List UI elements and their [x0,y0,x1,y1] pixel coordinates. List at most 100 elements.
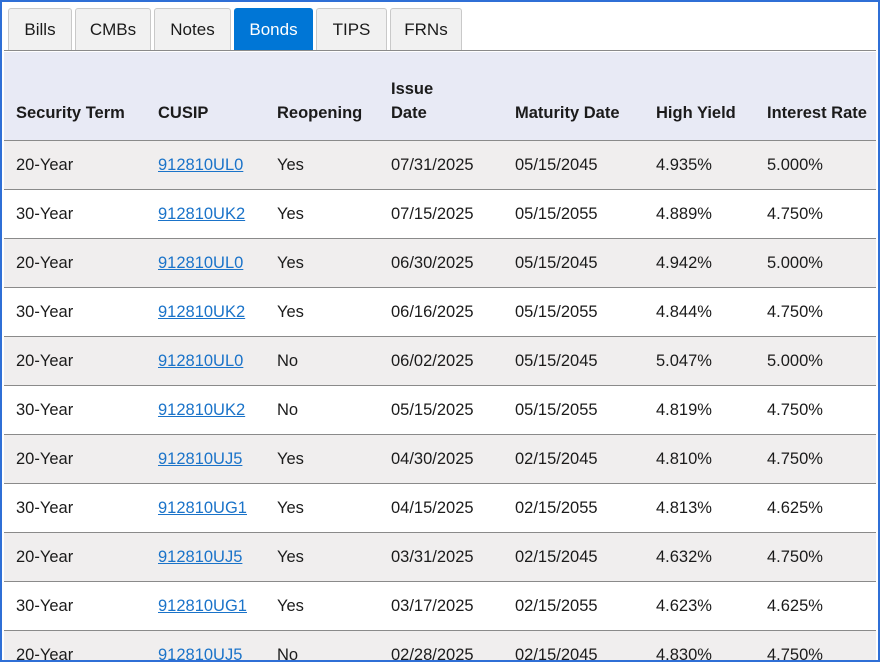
security-type-tabs: Bills CMBs Notes Bonds TIPS FRNs [8,8,462,51]
cell-interest-rate: 4.750% [755,630,876,660]
cell-interest-rate: 4.750% [755,385,876,435]
cell-interest-rate: 4.750% [755,434,876,484]
cell-maturity-date: 05/15/2055 [503,385,644,435]
cell-maturity-date: 02/15/2055 [503,581,644,631]
cell-cusip: 912810UJ5 [146,630,265,662]
header-security-term[interactable]: Security Term [4,52,146,141]
cusip-link[interactable]: 912810UL0 [158,155,244,174]
cell-high-yield: 4.889% [644,189,755,239]
tab-tips[interactable]: TIPS [316,8,387,51]
header-issue-date[interactable]: Issue Date [379,52,503,141]
cell-maturity-date: 05/15/2055 [503,287,644,337]
cusip-link[interactable]: 912810UJ5 [158,449,243,468]
header-cusip[interactable]: CUSIP [146,52,265,141]
cell-issue-date: 03/17/2025 [379,581,503,631]
cell-high-yield: 4.819% [644,385,755,435]
table-header-row: Security Term CUSIP Reopening Issue Date… [4,52,876,141]
cell-maturity-date: 02/15/2055 [503,483,644,533]
cell-reopening: Yes [265,483,379,533]
cell-interest-rate: 4.750% [755,287,876,337]
cell-issue-date: 06/30/2025 [379,238,503,288]
tab-frns[interactable]: FRNs [390,8,462,51]
cell-term: 20-Year [4,336,146,386]
tab-bills[interactable]: Bills [8,8,72,51]
cell-reopening: No [265,336,379,386]
table-row: 20-Year 912810UJ5 No 02/28/2025 02/15/20… [4,630,876,662]
table-row: 30-Year 912810UG1 Yes 03/17/2025 02/15/2… [4,581,876,631]
cell-interest-rate: 4.625% [755,581,876,631]
cell-maturity-date: 05/15/2045 [503,140,644,190]
tab-cmbs[interactable]: CMBs [75,8,151,51]
cell-interest-rate: 5.000% [755,336,876,386]
cell-issue-date: 04/30/2025 [379,434,503,484]
tab-bonds[interactable]: Bonds [234,8,313,51]
table-row: 20-Year 912810UL0 No 06/02/2025 05/15/20… [4,336,876,386]
cell-term: 20-Year [4,532,146,582]
cusip-link[interactable]: 912810UL0 [158,253,244,272]
cell-interest-rate: 4.750% [755,532,876,582]
cell-term: 20-Year [4,238,146,288]
cell-high-yield: 4.623% [644,581,755,631]
cell-interest-rate: 4.750% [755,189,876,239]
cusip-link[interactable]: 912810UG1 [158,498,247,517]
cell-term: 30-Year [4,581,146,631]
cell-reopening: Yes [265,434,379,484]
tab-notes[interactable]: Notes [154,8,231,51]
cusip-link[interactable]: 912810UK2 [158,204,246,223]
header-interest-rate[interactable]: Interest Rate [755,52,876,141]
cell-cusip: 912810UG1 [146,581,265,631]
table-row: 30-Year 912810UG1 Yes 04/15/2025 02/15/2… [4,483,876,533]
cell-interest-rate: 5.000% [755,140,876,190]
cell-reopening: Yes [265,581,379,631]
cell-issue-date: 05/15/2025 [379,385,503,435]
table-row: 20-Year 912810UJ5 Yes 04/30/2025 02/15/2… [4,434,876,484]
cell-issue-date: 06/02/2025 [379,336,503,386]
cell-maturity-date: 05/15/2045 [503,336,644,386]
header-maturity-date[interactable]: Maturity Date [503,52,644,141]
cell-cusip: 912810UK2 [146,189,265,239]
table-row: 20-Year 912810UL0 Yes 06/30/2025 05/15/2… [4,238,876,288]
cell-cusip: 912810UJ5 [146,532,265,582]
cell-reopening: No [265,630,379,660]
cell-cusip: 912810UJ5 [146,434,265,484]
table-row: 30-Year 912810UK2 No 05/15/2025 05/15/20… [4,385,876,435]
cell-cusip: 912810UL0 [146,238,265,288]
cell-high-yield: 4.810% [644,434,755,484]
table-row: 30-Year 912810UK2 Yes 06/16/2025 05/15/2… [4,287,876,337]
header-reopening[interactable]: Reopening [265,52,379,141]
cell-maturity-date: 05/15/2055 [503,189,644,239]
cell-high-yield: 4.935% [644,140,755,190]
cell-high-yield: 4.844% [644,287,755,337]
cusip-link[interactable]: 912810UL0 [158,351,244,370]
cusip-link[interactable]: 912810UK2 [158,400,246,419]
cell-term: 20-Year [4,434,146,484]
header-high-yield[interactable]: High Yield [644,52,755,141]
cell-interest-rate: 4.625% [755,483,876,533]
cell-issue-date: 04/15/2025 [379,483,503,533]
cell-high-yield: 5.047% [644,336,755,386]
cell-maturity-date: 02/15/2045 [503,532,644,582]
cell-interest-rate: 5.000% [755,238,876,288]
cell-term: 20-Year [4,140,146,190]
cell-reopening: Yes [265,140,379,190]
cell-issue-date: 07/15/2025 [379,189,503,239]
cell-issue-date: 02/28/2025 [379,630,503,660]
cusip-link[interactable]: 912810UJ5 [158,645,243,662]
cell-term: 30-Year [4,385,146,435]
cusip-link[interactable]: 912810UG1 [158,596,247,615]
cell-term: 30-Year [4,287,146,337]
cell-maturity-date: 05/15/2045 [503,238,644,288]
cusip-link[interactable]: 912810UK2 [158,302,246,321]
cell-issue-date: 06/16/2025 [379,287,503,337]
bonds-auction-table: Security Term CUSIP Reopening Issue Date… [4,52,876,662]
cell-term: 20-Year [4,630,146,660]
cell-cusip: 912810UK2 [146,287,265,337]
cell-reopening: Yes [265,287,379,337]
table-row: 20-Year 912810UJ5 Yes 03/31/2025 02/15/2… [4,532,876,582]
cusip-link[interactable]: 912810UJ5 [158,547,243,566]
cell-cusip: 912810UK2 [146,385,265,435]
cell-issue-date: 03/31/2025 [379,532,503,582]
cell-term: 30-Year [4,483,146,533]
cell-high-yield: 4.813% [644,483,755,533]
cell-high-yield: 4.632% [644,532,755,582]
